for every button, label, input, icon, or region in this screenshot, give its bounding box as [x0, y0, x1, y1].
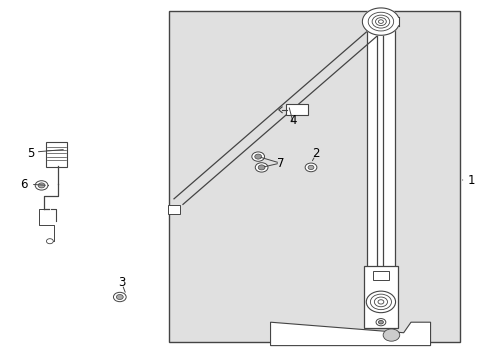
- Bar: [372, 271, 388, 280]
- Circle shape: [255, 163, 267, 172]
- Circle shape: [258, 165, 264, 170]
- Bar: [364, 266, 397, 328]
- Text: 1: 1: [467, 174, 475, 186]
- Circle shape: [38, 183, 45, 188]
- Text: 5: 5: [26, 147, 34, 159]
- Circle shape: [305, 163, 316, 172]
- Bar: [168, 11, 459, 342]
- Text: 6: 6: [20, 178, 27, 191]
- Polygon shape: [362, 8, 398, 35]
- Polygon shape: [270, 322, 429, 346]
- Text: 7: 7: [277, 157, 285, 170]
- Bar: [167, 205, 180, 214]
- Circle shape: [251, 152, 264, 161]
- Bar: [366, 25, 394, 328]
- FancyBboxPatch shape: [46, 142, 67, 167]
- Circle shape: [307, 165, 313, 170]
- Circle shape: [46, 239, 53, 244]
- FancyBboxPatch shape: [285, 104, 307, 115]
- Text: 4: 4: [289, 114, 297, 127]
- Circle shape: [375, 319, 385, 326]
- Circle shape: [366, 291, 395, 313]
- Circle shape: [35, 181, 48, 190]
- Circle shape: [116, 294, 123, 300]
- Circle shape: [383, 329, 399, 341]
- Circle shape: [254, 154, 261, 159]
- Circle shape: [378, 320, 383, 324]
- Circle shape: [113, 292, 126, 302]
- Text: 2: 2: [311, 147, 319, 159]
- Text: 3: 3: [118, 276, 126, 289]
